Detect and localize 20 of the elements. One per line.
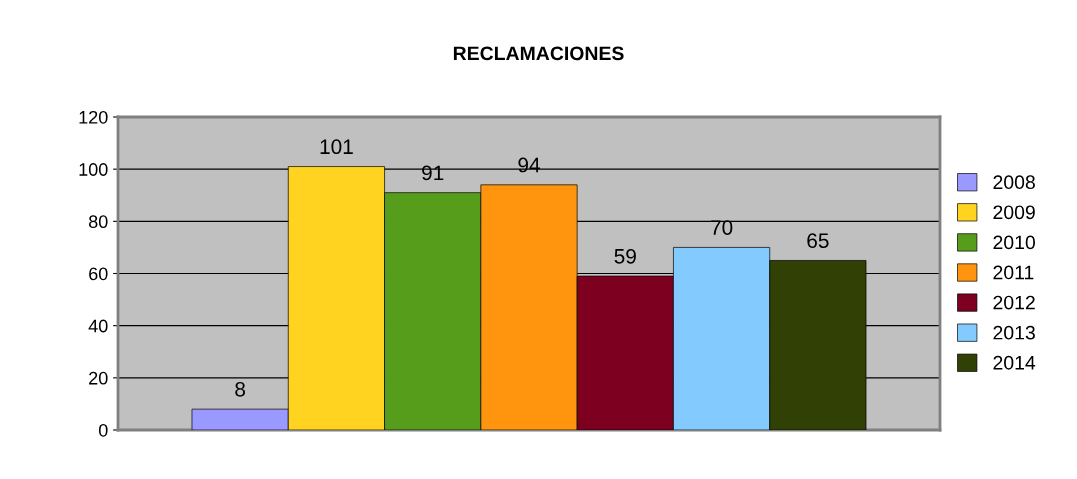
legend-label: 2009 [993, 205, 1035, 220]
legend-label: 2011 [993, 265, 1034, 280]
data-label: 65 [807, 233, 829, 249]
data-label: 94 [518, 157, 540, 173]
y-tick-label: 120 [79, 110, 108, 124]
y-tick-label: 40 [88, 319, 108, 333]
data-label: 8 [235, 381, 246, 397]
y-tick-label: 0 [98, 423, 108, 437]
data-label: 59 [614, 248, 636, 264]
legend-label: 2012 [993, 295, 1035, 310]
legend-label: 2014 [993, 355, 1036, 370]
legend-label: 2008 [993, 175, 1035, 190]
y-tick-label: 20 [89, 371, 108, 385]
y-tick-label: 60 [89, 267, 108, 281]
chart-title: RECLAMACIONES [453, 46, 624, 61]
y-tick-label: 100 [79, 163, 108, 176]
legend-label: 2010 [993, 235, 1035, 250]
data-label: 101 [320, 139, 353, 155]
legend-label: 2013 [993, 325, 1035, 340]
y-tick-label: 80 [88, 215, 108, 229]
